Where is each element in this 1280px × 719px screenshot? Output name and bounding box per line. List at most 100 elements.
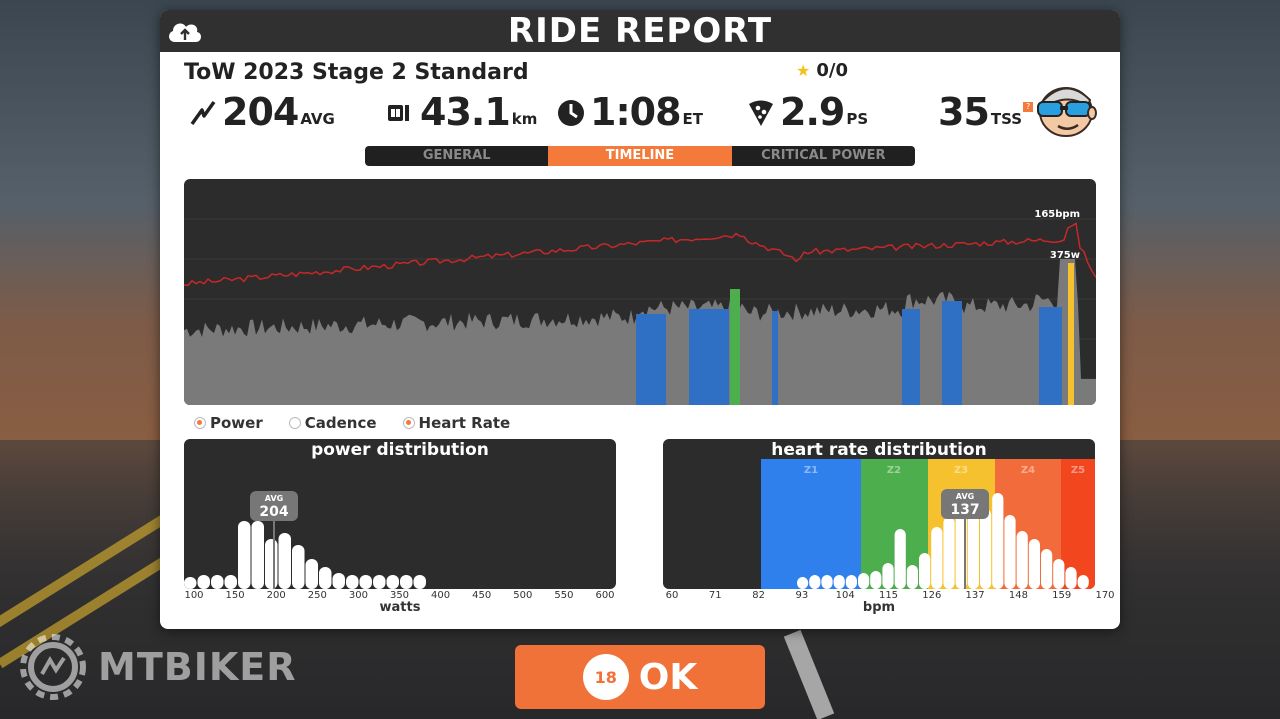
legend-heart-rate-label: Heart Rate	[418, 414, 511, 432]
hr-histogram-bar	[821, 575, 833, 589]
cloud-upload-icon[interactable]	[166, 18, 204, 44]
power-zone-segment	[902, 309, 920, 405]
hr-histogram-bar	[1028, 539, 1040, 589]
stat-time: 1:08 ET	[556, 90, 703, 134]
legend-cadence-label: Cadence	[304, 414, 377, 432]
power-axis-tick: 300	[348, 590, 368, 601]
hr-histogram-bar	[797, 577, 809, 589]
power-histogram-bar	[278, 533, 291, 589]
heart-rate-distribution-svg: Z1 Z2 Z3 Z4 Z5 AVG 137	[761, 459, 1095, 589]
hr-histogram-bar	[894, 529, 906, 589]
power-axis-tick: 150	[225, 590, 245, 601]
power-histogram-bar	[265, 539, 278, 589]
power-axis-tick: 550	[554, 590, 574, 601]
power-histogram-bar	[400, 575, 413, 589]
zone-z5-band	[1061, 459, 1095, 589]
power-zone-segment	[942, 301, 962, 405]
tab-timeline[interactable]: TIMELINE	[548, 146, 732, 166]
watermark-text: MTBIKER	[98, 645, 297, 689]
power-axis-title: watts	[379, 600, 421, 615]
hr-histogram-bar	[1041, 549, 1053, 589]
watermark: MTBIKER	[18, 632, 297, 702]
hr-histogram-bar	[1016, 531, 1028, 589]
stat-time-unit: ET	[682, 110, 704, 128]
power-histogram-bar	[211, 575, 224, 589]
legend-heart-rate[interactable]: Heart Rate	[402, 414, 511, 432]
power-histogram-bar	[346, 575, 359, 589]
ok-button[interactable]: 18 OK	[515, 645, 765, 709]
stat-distance-unit: km	[511, 110, 538, 128]
power-distribution-axis: 100 150 200 250 300 350 400 450 500 550 600	[160, 590, 1120, 602]
hr-axis-tick: 115	[878, 590, 899, 601]
panel-title: RIDE REPORT	[507, 11, 773, 51]
stat-power: 204 AVG	[188, 90, 335, 134]
power-zone-segment	[1039, 307, 1062, 405]
stat-distance: 43.1 km	[386, 90, 537, 134]
power-histogram-bar	[305, 559, 318, 589]
power-axis-tick: 500	[513, 590, 533, 601]
hr-histogram-bar	[870, 571, 882, 589]
stat-pizza-value: 2.9	[780, 90, 845, 134]
legend-power-label: Power	[210, 414, 263, 432]
hr-avg-label: AVG	[956, 492, 974, 501]
report-tabs: GENERAL TIMELINE CRITICAL POWER	[365, 146, 915, 166]
stat-tss-value: 35	[938, 90, 990, 134]
hr-axis-tick: 148	[1008, 590, 1028, 601]
ride-name: ToW 2023 Stage 2 Standard	[184, 60, 529, 85]
gear-logo-icon	[20, 634, 86, 700]
stat-tss: 35 TSS ?	[938, 90, 1034, 134]
countdown-timer: 18	[582, 654, 629, 700]
hr-histogram-bar	[943, 517, 955, 589]
hr-histogram-bar	[858, 573, 870, 589]
tss-info-badge[interactable]: ?	[1023, 102, 1034, 112]
power-distribution-title: power distribution	[311, 440, 489, 460]
power-zone-segment	[772, 311, 778, 405]
power-axis-tick: 200	[266, 590, 286, 601]
power-zone-segment	[636, 314, 666, 405]
power-axis-tick: 350	[389, 590, 410, 601]
hr-axis-title: bpm	[862, 600, 896, 615]
power-histogram-bar	[251, 521, 264, 589]
hr-avg-badge	[941, 489, 989, 519]
stars-count: ★ 0/0	[796, 60, 848, 81]
legend-power[interactable]: Power	[194, 414, 263, 432]
zone-z2-band	[861, 459, 928, 589]
hr-histogram-bar	[1004, 515, 1016, 589]
power-histogram-bar	[373, 575, 386, 589]
power-axis-tick: 400	[431, 590, 451, 601]
hr-histogram-bar	[967, 515, 979, 589]
zone-z2-label: Z2	[887, 465, 901, 476]
hr-axis-tick: 82	[752, 590, 765, 601]
clock-icon	[558, 100, 584, 126]
timeline-chart[interactable]: 165bpm 375w	[184, 179, 1096, 405]
hr-axis-tick: 104	[835, 590, 855, 601]
heart-rate-toggle-radio[interactable]	[402, 417, 415, 429]
legend-cadence[interactable]: Cadence	[288, 414, 377, 432]
cadence-toggle-radio[interactable]	[288, 417, 301, 429]
hr-axis-tick: 159	[1052, 590, 1072, 601]
timeline-chart-svg: 165bpm 375w	[184, 209, 1096, 405]
power-histogram-bar	[413, 575, 426, 589]
odometer-icon	[388, 105, 409, 121]
hr-histogram-bar	[809, 575, 821, 589]
heart-rate-distribution-chart: heart rate distribution Z1 Z2 Z3 Z4 Z5 A…	[663, 439, 1095, 589]
hr-histogram-bar	[1077, 575, 1089, 589]
power-histogram-bar	[224, 575, 237, 589]
hr-peak-label: 165bpm	[1034, 209, 1080, 220]
hr-histogram-bar	[931, 527, 943, 589]
tab-general[interactable]: GENERAL	[422, 148, 491, 163]
pizza-slice-icon	[749, 100, 773, 126]
zone-z1-band	[761, 459, 861, 589]
power-histogram-bar	[197, 575, 210, 589]
power-zone-segment	[1068, 263, 1074, 405]
power-zone-segment	[730, 289, 740, 405]
heart-rate-line	[184, 222, 1096, 287]
power-histogram-bar	[319, 567, 332, 589]
tab-critical-power[interactable]: CRITICAL POWER	[761, 148, 886, 163]
power-axis-tick: 250	[307, 590, 327, 601]
power-histogram-bar	[292, 545, 305, 589]
hr-axis-tick: 60	[665, 590, 679, 601]
ok-button-label: OK	[638, 656, 698, 698]
power-toggle-radio[interactable]	[194, 417, 206, 429]
power-peak-label: 375w	[1050, 250, 1080, 261]
